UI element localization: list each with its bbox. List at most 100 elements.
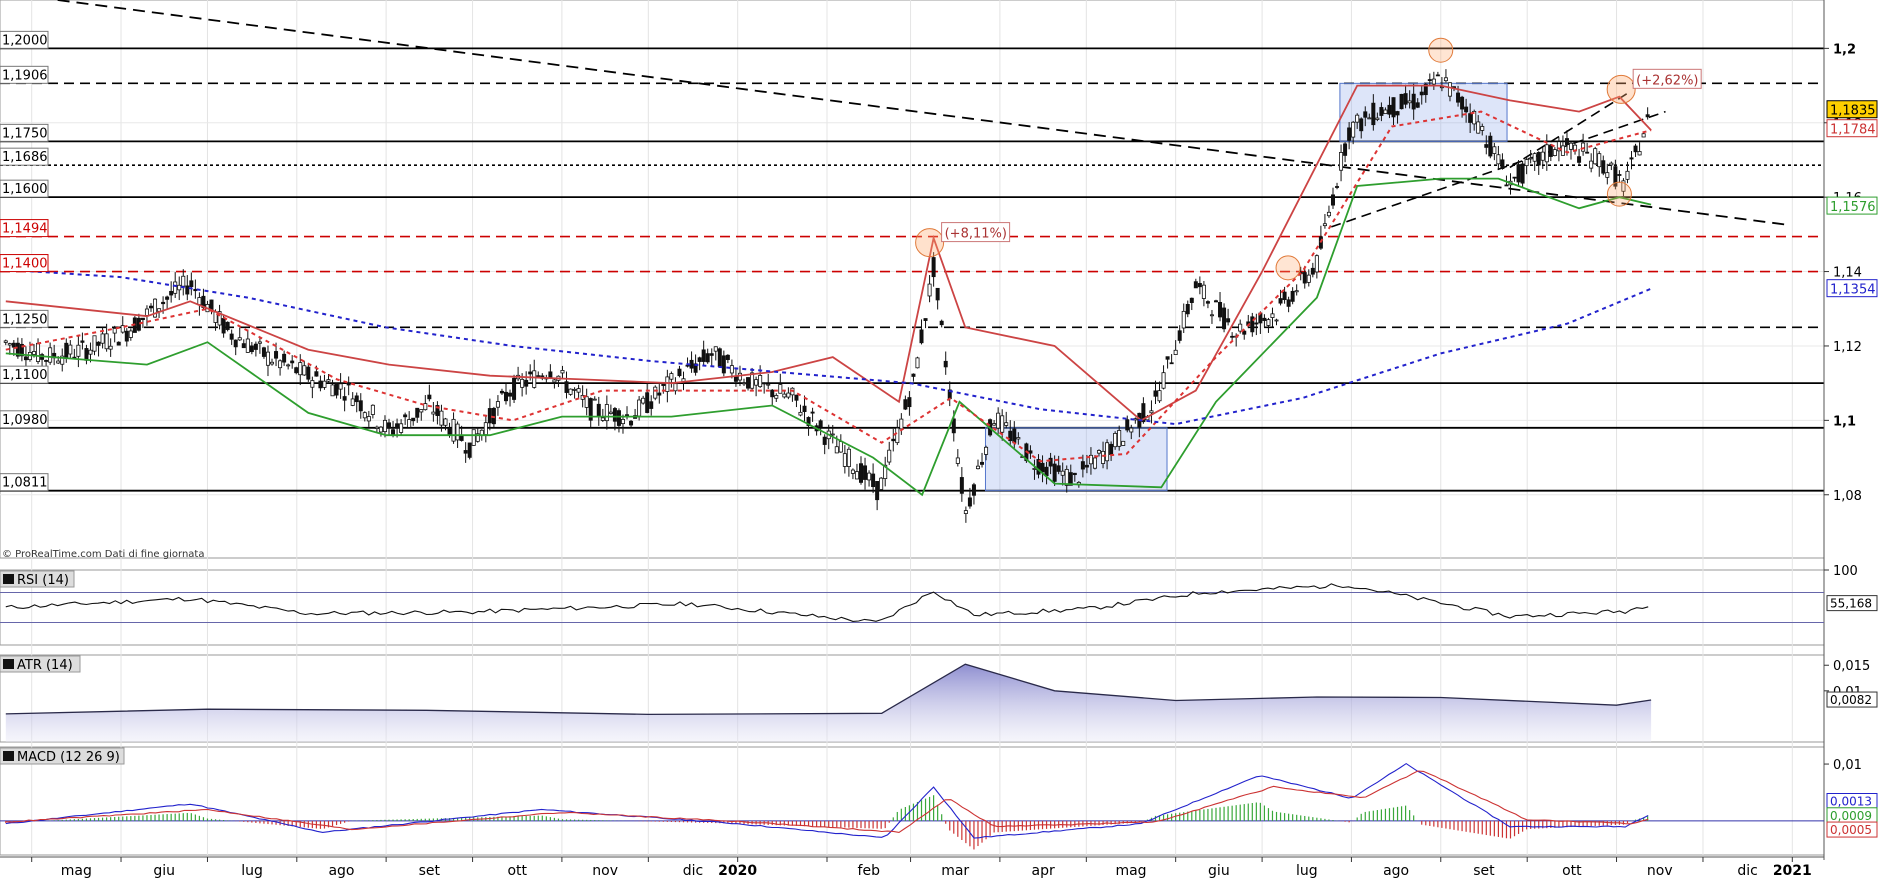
candle <box>108 338 113 357</box>
candle-body <box>1472 110 1477 125</box>
candle <box>229 329 234 345</box>
level-label: 1,1494 <box>0 219 49 238</box>
candle <box>76 335 81 368</box>
candle <box>124 328 129 347</box>
candle-body <box>992 423 997 426</box>
x-tick-label: giu <box>153 863 175 879</box>
candle-body <box>1105 442 1110 462</box>
candle <box>1169 354 1174 365</box>
candle <box>1447 82 1452 102</box>
candle <box>810 407 815 422</box>
candle-body <box>1447 82 1452 97</box>
candle-body <box>867 472 872 481</box>
candle <box>532 359 537 389</box>
candle <box>629 419 634 428</box>
candle <box>1117 425 1122 451</box>
candle <box>1476 115 1481 134</box>
candle-body <box>60 355 65 365</box>
candle <box>334 382 339 399</box>
candle-body <box>1302 272 1307 284</box>
candle-body <box>620 418 625 425</box>
x-tick-label: mag <box>1115 863 1146 879</box>
candle <box>1262 314 1267 328</box>
candle <box>1395 110 1400 124</box>
candle <box>1512 176 1517 182</box>
candle-body <box>1222 307 1227 330</box>
candle-body <box>290 360 295 364</box>
candle <box>387 418 392 436</box>
candle <box>1274 318 1279 326</box>
candle <box>270 358 275 366</box>
candle <box>1153 380 1158 405</box>
candle-body <box>512 377 517 400</box>
candle <box>975 459 980 470</box>
candle <box>1419 85 1424 105</box>
candle <box>762 382 767 394</box>
candle <box>1060 462 1065 486</box>
candle <box>233 339 238 356</box>
candle-body <box>608 411 613 414</box>
candle <box>620 414 625 434</box>
candle-body <box>1621 180 1626 192</box>
candle <box>1577 148 1582 165</box>
candle-body <box>467 442 472 458</box>
candle <box>649 395 654 416</box>
candle-body <box>1633 145 1638 153</box>
candle <box>592 396 597 401</box>
candle <box>1532 152 1537 171</box>
candle-body <box>887 449 892 463</box>
candle-body <box>1193 281 1198 289</box>
candle-body <box>629 420 634 426</box>
candle <box>1278 289 1283 306</box>
candle-body <box>387 422 392 429</box>
candle-body <box>657 392 662 396</box>
candle <box>1371 94 1376 131</box>
candle-body <box>1201 284 1206 299</box>
candle-body <box>136 317 141 331</box>
candle <box>1335 182 1340 190</box>
candle <box>1189 297 1194 311</box>
candle-body <box>895 427 900 444</box>
price-tag-text: 1,1784 <box>1830 123 1876 138</box>
candle-body <box>1556 141 1561 152</box>
annotation-text: (+8,11%) <box>945 227 1007 242</box>
candle-body <box>1532 153 1537 162</box>
candle <box>863 457 868 490</box>
candle-body <box>447 428 452 436</box>
price-tag-text: 1,1576 <box>1830 200 1876 215</box>
candle-body <box>923 318 928 321</box>
candle-body <box>294 367 299 374</box>
candle <box>261 346 266 359</box>
candle-body <box>302 365 307 376</box>
candle-body <box>1036 459 1041 475</box>
level-label-box <box>0 410 49 429</box>
candle-body <box>616 410 621 426</box>
candle-body <box>1064 468 1069 486</box>
candle-body <box>395 423 400 429</box>
candle <box>774 393 779 402</box>
x-tick-label: dic <box>1737 863 1757 879</box>
candle-body <box>435 405 440 416</box>
candle-body <box>1625 170 1630 180</box>
price-tag-text: 1,1354 <box>1830 283 1876 298</box>
level-label-text: 1,1750 <box>2 126 48 141</box>
candle-body <box>362 412 367 419</box>
candle <box>798 404 803 417</box>
candle <box>822 434 827 455</box>
panel-frame-price <box>0 0 1825 559</box>
candle-body <box>1125 419 1130 431</box>
candle-body <box>403 414 408 418</box>
candle-body <box>1040 462 1045 473</box>
candle <box>495 395 500 416</box>
candle-body <box>1306 274 1311 283</box>
price-tag: 1,1784 <box>1826 119 1878 138</box>
candle-body <box>685 364 690 367</box>
candle <box>1036 454 1041 479</box>
candle <box>1048 452 1053 475</box>
annotation-box <box>941 222 1011 243</box>
candle-body <box>1044 466 1049 477</box>
candle-body <box>560 370 565 374</box>
candle-body <box>802 405 807 413</box>
x-tick-label: set <box>1473 863 1495 879</box>
candle <box>524 371 529 395</box>
